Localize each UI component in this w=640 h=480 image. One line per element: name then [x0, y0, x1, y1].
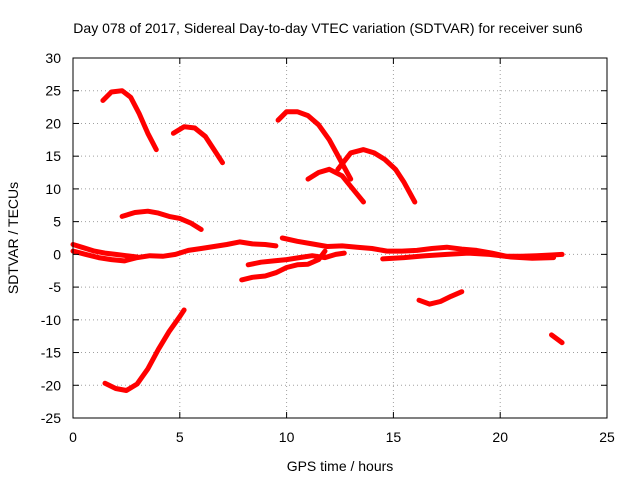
series-arc-12 [245, 250, 347, 268]
y-tick-label: 25 [45, 83, 61, 99]
y-tick-label: 5 [53, 214, 61, 230]
series-arc-15 [102, 307, 187, 393]
y-tick-label: 10 [45, 181, 61, 197]
data-series-layer [70, 88, 565, 393]
y-axis-label: SDTVAR / TECUs [5, 182, 21, 294]
y-tick-label: -10 [41, 312, 61, 328]
x-tick-label: 10 [279, 429, 295, 445]
y-tick-label: 15 [45, 148, 61, 164]
y-tick-label: -20 [41, 377, 61, 393]
y-tick-label: 20 [45, 115, 61, 131]
y-tick-label: 0 [53, 246, 61, 262]
series-arc-11 [239, 248, 328, 283]
tick-labels: 0 5 10 15 20 25 -25 -20 -15 -10 -5 0 5 10 15 20 25 30 [41, 50, 615, 445]
series-arc-4 [305, 166, 366, 205]
y-tick-label: -5 [49, 279, 62, 295]
series-arc-13 [416, 289, 465, 307]
x-tick-label: 0 [69, 429, 77, 445]
x-tick-label: 5 [176, 429, 184, 445]
chart-title: Day 078 of 2017, Sidereal Day-to-day VTE… [73, 20, 583, 36]
x-axis-label: GPS time / hours [287, 458, 394, 474]
axis-ticks [72, 57, 608, 419]
series-arc-8 [70, 242, 140, 260]
y-tick-label: 30 [45, 50, 61, 66]
series-arc-6 [119, 208, 204, 232]
series-arc-5 [335, 147, 418, 205]
series-arc-10 [380, 250, 557, 262]
y-tick-label: -25 [41, 410, 61, 426]
y-tick-label: -15 [41, 345, 61, 361]
series-arc-3 [275, 109, 354, 182]
plot-frame [72, 57, 608, 419]
grid-lines [73, 58, 607, 418]
series-arc-1 [100, 88, 159, 153]
x-tick-label: 25 [599, 429, 615, 445]
series-arc-2 [170, 124, 225, 166]
series-arc-7 [70, 239, 279, 264]
series-arc-14 [549, 332, 565, 346]
x-tick-label: 20 [492, 429, 508, 445]
x-tick-label: 15 [386, 429, 402, 445]
